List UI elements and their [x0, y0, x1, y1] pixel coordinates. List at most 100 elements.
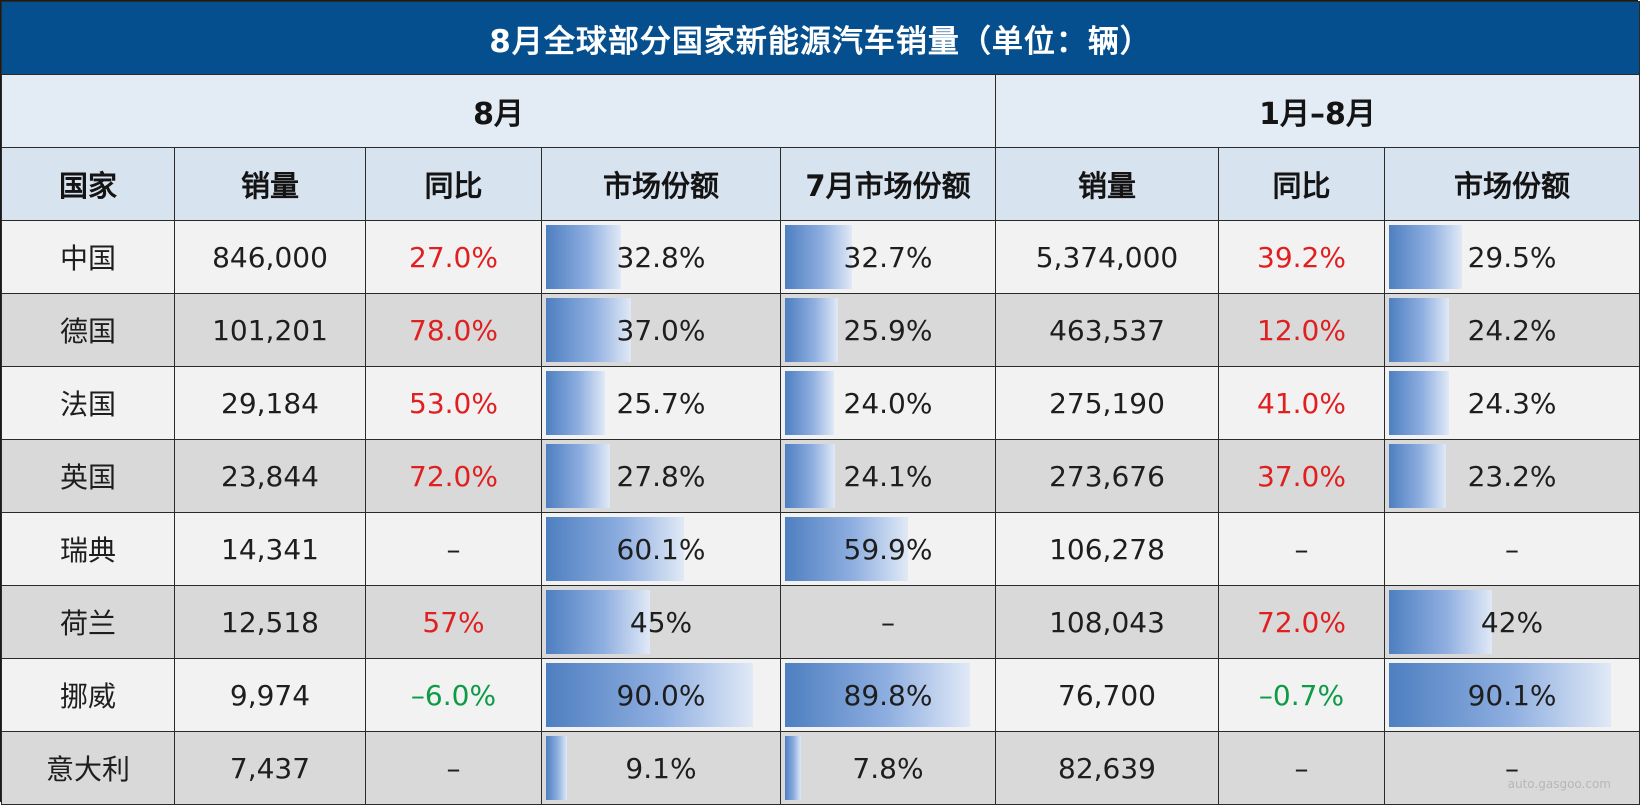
cell-country: 瑞典: [1, 512, 175, 586]
table-row: 中国 846,000 27.0% 32.8% 32.7% 5,374,000 39.2% 29…: [1, 220, 1640, 294]
cell-country: 中国: [1, 220, 175, 294]
share-value: 23.2%: [1467, 459, 1557, 493]
share-bar: [546, 736, 567, 800]
cell-ytd-share: 42%: [1383, 585, 1640, 659]
share-bar: [546, 517, 685, 581]
share-bar: [1389, 225, 1462, 289]
cell-aug-yoy: 57%: [365, 585, 542, 659]
share-bar: [546, 444, 610, 508]
cell-ytd-sales: 106,278: [995, 512, 1219, 586]
share-value: 90.1%: [1467, 678, 1557, 712]
share-value: –: [1505, 751, 1520, 785]
cell-jul-share: –: [780, 585, 996, 659]
cell-aug-sales: 101,201: [174, 293, 366, 367]
col-header-aug-sales: 销量: [174, 147, 366, 221]
cell-ytd-yoy: –: [1218, 731, 1385, 805]
cell-jul-share: 32.7%: [780, 220, 996, 294]
cell-ytd-sales: 273,676: [995, 439, 1219, 513]
cell-jul-share: 7.8%: [780, 731, 996, 805]
share-bar: [785, 225, 853, 289]
cell-jul-share: 25.9%: [780, 293, 996, 367]
cell-aug-sales: 12,518: [174, 585, 366, 659]
table-row: 德国 101,201 78.0% 37.0% 25.9% 463,537 12.0% 24.2…: [1, 293, 1640, 367]
cell-ytd-yoy: –: [1218, 512, 1385, 586]
share-bar: [546, 371, 606, 435]
share-value: –: [881, 605, 895, 639]
col-header-aug-yoy: 同比: [365, 147, 542, 221]
cell-ytd-share: –: [1383, 512, 1640, 586]
table-row: 瑞典 14,341–60.1% 59.9% 106,278– –: [1, 512, 1640, 586]
table-title: 8月全球部分国家新能源汽车销量（单位：辆）: [0, 1, 1640, 75]
share-value: 89.8%: [843, 678, 933, 712]
share-value: 24.0%: [843, 386, 933, 420]
cell-aug-yoy: 78.0%: [365, 293, 542, 367]
share-bar: [1389, 590, 1493, 654]
cell-aug-share: 27.8%: [541, 439, 781, 513]
cell-ytd-yoy: 37.0%: [1218, 439, 1385, 513]
share-value: 24.3%: [1467, 386, 1557, 420]
share-value: 24.2%: [1467, 313, 1557, 347]
cell-ytd-share: 24.2%: [1383, 293, 1640, 367]
share-value: –: [1505, 532, 1520, 566]
share-bar: [546, 225, 622, 289]
share-value: 7.8%: [852, 751, 924, 785]
share-bar: [785, 444, 835, 508]
col-header-jul-share: 7月市场份额: [780, 147, 996, 221]
cell-ytd-sales: 108,043: [995, 585, 1219, 659]
cell-aug-sales: 23,844: [174, 439, 366, 513]
share-bar: [785, 736, 802, 800]
cell-ytd-yoy: 41.0%: [1218, 366, 1385, 440]
cell-ytd-share: 24.3%: [1383, 366, 1640, 440]
cell-ytd-yoy: 12.0%: [1218, 293, 1385, 367]
share-value: 32.8%: [616, 240, 706, 274]
share-bar: [1389, 371, 1449, 435]
share-value: 42%: [1480, 605, 1544, 639]
share-bar: [546, 663, 753, 727]
cell-ytd-yoy: 39.2%: [1218, 220, 1385, 294]
share-value: 32.7%: [843, 240, 933, 274]
share-value: 29.5%: [1467, 240, 1557, 274]
cell-country: 意大利: [1, 731, 175, 805]
cell-ytd-sales: 463,537: [995, 293, 1219, 367]
share-bar: [785, 663, 970, 727]
cell-ytd-yoy: –0.7%: [1218, 658, 1385, 732]
col-header-country: 国家: [1, 147, 175, 221]
cell-ytd-share: 90.1%: [1383, 658, 1640, 732]
cell-aug-share: 9.1%: [541, 731, 781, 805]
cell-aug-yoy: 53.0%: [365, 366, 542, 440]
cell-aug-yoy: 27.0%: [365, 220, 542, 294]
cell-ytd-sales: 76,700: [995, 658, 1219, 732]
share-value: 9.1%: [625, 751, 697, 785]
share-bar: [785, 517, 909, 581]
cell-country: 挪威: [1, 658, 175, 732]
cell-country: 荷兰: [1, 585, 175, 659]
share-value: 27.8%: [616, 459, 706, 493]
cell-aug-share: 25.7%: [541, 366, 781, 440]
share-bar: [1389, 298, 1449, 362]
cell-aug-share: 45%: [541, 585, 781, 659]
group-header-aug: 8月: [1, 74, 996, 148]
cell-aug-sales: 7,437: [174, 731, 366, 805]
share-value: 60.1%: [616, 532, 706, 566]
share-bar: [546, 298, 632, 362]
table-row: 法国 29,184 53.0% 25.7% 24.0% 275,190 41.0% 24.3%: [1, 366, 1640, 440]
cell-ytd-sales: 82,639: [995, 731, 1219, 805]
share-value: 37.0%: [616, 313, 706, 347]
cell-ytd-share: –: [1383, 731, 1640, 805]
cell-aug-yoy: –: [365, 731, 542, 805]
watermark: auto.gasgoo.com: [1507, 777, 1611, 791]
cell-aug-share: 37.0%: [541, 293, 781, 367]
cell-aug-sales: 29,184: [174, 366, 366, 440]
col-header-ytd-yoy: 同比: [1218, 147, 1385, 221]
cell-ytd-sales: 275,190: [995, 366, 1219, 440]
table-row: 挪威 9,974 –6.0% 90.0% 89.8% 76,700 –0.7% 90.1%: [1, 658, 1640, 732]
cell-aug-yoy: –: [365, 512, 542, 586]
col-header-ytd-sales: 销量: [995, 147, 1219, 221]
share-value: 25.9%: [843, 313, 933, 347]
cell-jul-share: 24.1%: [780, 439, 996, 513]
cell-ytd-sales: 5,374,000: [995, 220, 1219, 294]
cell-aug-share: 60.1%: [541, 512, 781, 586]
share-value: 25.7%: [616, 386, 706, 420]
